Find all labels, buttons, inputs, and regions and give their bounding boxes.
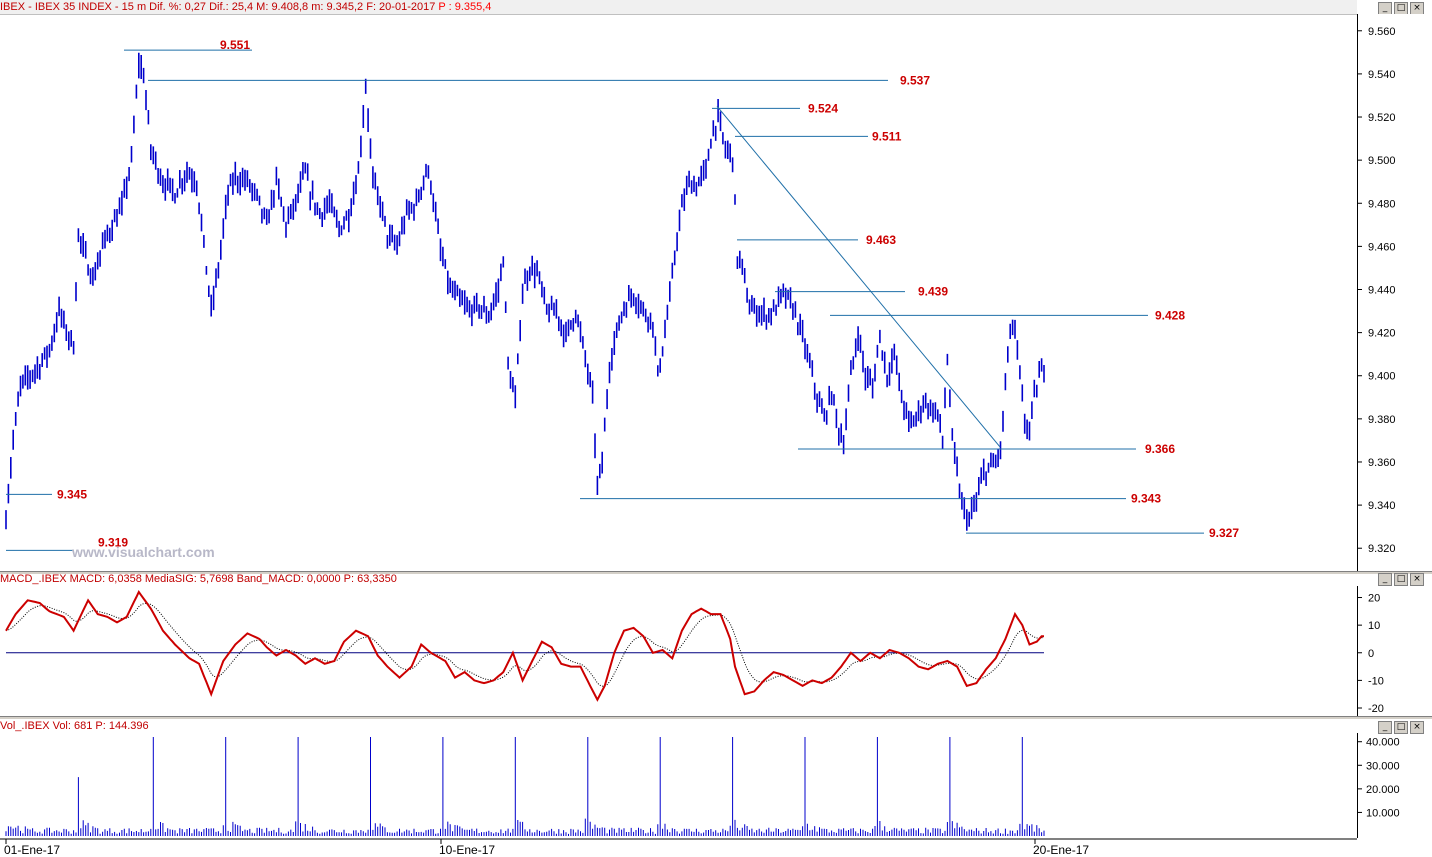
- macd-line: [5, 590, 1044, 702]
- macd-y-tick-label: 20: [1368, 593, 1380, 605]
- level-label: 9.463: [866, 233, 896, 247]
- macd-chart: 20 10 0 -10 -20: [5, 586, 1384, 716]
- price-panel-header: IBEX - IBEX 35 INDEX - 15 m Dif. %: 0,27…: [0, 0, 1357, 15]
- x-tick-label: 10-Ene-17: [439, 843, 495, 857]
- minimize-button[interactable]: _: [1378, 573, 1392, 586]
- maximize-button[interactable]: □: [1394, 721, 1408, 734]
- maximize-button[interactable]: □: [1394, 573, 1408, 586]
- price-y-tick-label: 9.460: [1368, 241, 1396, 253]
- close-button[interactable]: ×: [1410, 573, 1424, 586]
- price-y-tick-label: 9.360: [1368, 457, 1396, 469]
- macd-signal-line: [5, 602, 1045, 687]
- macd-y-tick-label: -10: [1368, 675, 1384, 687]
- price-y-tick-label: 9.520: [1368, 112, 1396, 124]
- volume-y-tick-label: 30.000: [1366, 760, 1400, 772]
- price-window-buttons: _ □ ×: [1378, 2, 1424, 15]
- maximize-button[interactable]: □: [1394, 2, 1408, 15]
- volume-header-last: P: 144.396: [95, 720, 149, 732]
- macd-y-tick-label: -20: [1368, 703, 1384, 715]
- volume-panel-header: Vol_.IBEX Vol: 681 P: 144.396: [0, 719, 149, 733]
- volume-y-tick-label: 20.000: [1366, 784, 1400, 796]
- macd-panel-header: MACD_.IBEX MACD: 6,0358 MediaSIG: 5,7698…: [0, 572, 397, 586]
- trend-line: [716, 105, 1001, 448]
- volume-chart: 40.000 30.000 20.000 10.000: [5, 733, 1400, 838]
- volume-window-buttons: _ □ ×: [1378, 721, 1424, 734]
- x-tick-label: 01-Ene-17: [4, 843, 60, 857]
- panel-divider: [0, 571, 1432, 574]
- close-button[interactable]: ×: [1410, 721, 1424, 734]
- price-y-tick-label: 9.400: [1368, 371, 1396, 383]
- macd-y-tick-label: 0: [1368, 648, 1374, 660]
- x-axis: 01-Ene-17 10-Ene-17 20-Ene-17: [0, 838, 1357, 857]
- x-tick-label: 20-Ene-17: [1033, 843, 1089, 857]
- panel-divider: [0, 716, 1432, 719]
- macd-y-tick-label: 10: [1368, 620, 1380, 632]
- watermark-text: www.visualchart.com: [72, 544, 215, 560]
- macd-header-last: P: 63,3350: [343, 573, 397, 585]
- level-label: 9.327: [1209, 526, 1239, 540]
- price-y-tick-label: 9.420: [1368, 328, 1396, 340]
- price-y-tick-label: 9.480: [1368, 198, 1396, 210]
- volume-y-tick-label: 10.000: [1366, 807, 1400, 819]
- level-label: 9.511: [872, 129, 902, 143]
- level-label: 9.551: [220, 38, 250, 52]
- level-label: 9.428: [1155, 308, 1185, 322]
- price-y-tick-label: 9.380: [1368, 414, 1396, 426]
- price-y-tick-label: 9.320: [1368, 543, 1396, 555]
- price-axis-bg: [1357, 14, 1432, 571]
- volume-bars: [5, 737, 1045, 836]
- price-chart: 9.560 9.540 9.520 9.500 9.480 9.460 9.440 9.420…: [5, 14, 1432, 571]
- volume-header-label: Vol_.IBEX Vol: 681: [0, 720, 93, 732]
- macd-window-buttons: _ □ ×: [1378, 573, 1424, 586]
- level-label: 9.366: [1145, 442, 1175, 456]
- price-y-tick-label: 9.560: [1368, 26, 1396, 38]
- level-label: 9.537: [900, 73, 930, 87]
- price-header-instrument: IBEX - IBEX 35 INDEX - 15 m: [0, 1, 147, 13]
- level-label: 9.439: [918, 285, 948, 299]
- price-y-tick-label: 9.340: [1368, 500, 1396, 512]
- minimize-button[interactable]: _: [1378, 721, 1392, 734]
- price-header-last: P : 9.355,4: [438, 1, 492, 13]
- price-y-tick-label: 9.540: [1368, 69, 1396, 81]
- level-label: 9.319: [98, 535, 128, 549]
- level-label: 9.524: [808, 101, 838, 115]
- macd-header-label: MACD_.IBEX MACD: 6,0358 MediaSIG: 5,7698…: [0, 573, 341, 585]
- price-series-bars: [5, 52, 1045, 531]
- price-y-tick-label: 9.500: [1368, 155, 1396, 167]
- level-label: 9.345: [57, 487, 87, 501]
- price-y-tick-label: 9.440: [1368, 285, 1396, 297]
- level-label: 9.343: [1131, 492, 1161, 506]
- volume-y-tick-label: 40.000: [1366, 737, 1400, 749]
- price-header-stats: Dif. %: 0,27 Dif.: 25,4 M: 9.408,8 m: 9.…: [149, 1, 436, 13]
